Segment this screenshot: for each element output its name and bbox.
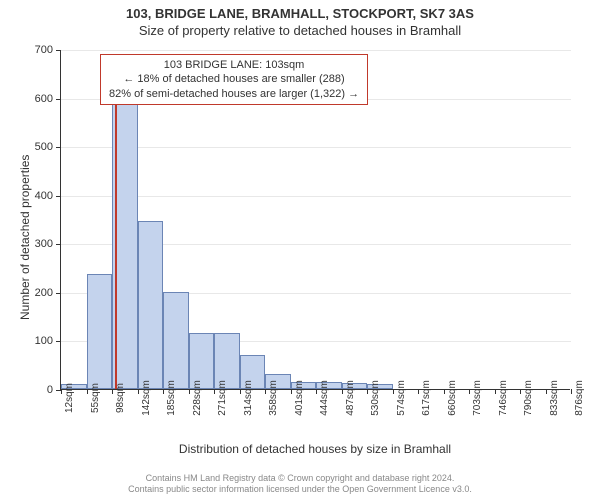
page-subtitle: Size of property relative to detached ho…: [0, 21, 600, 38]
xtick-label: 444sqm: [319, 380, 330, 416]
xtick-label: 98sqm: [115, 383, 126, 413]
x-axis-label: Distribution of detached houses by size …: [60, 442, 570, 456]
y-axis-label: Number of detached properties: [18, 155, 32, 320]
ytick-mark: [56, 341, 61, 342]
xtick-label: 271sqm: [217, 380, 228, 416]
ytick-label: 100: [13, 335, 53, 347]
ytick-mark: [56, 244, 61, 245]
xtick-label: 790sqm: [523, 380, 534, 416]
annotation-line2: ← 18% of detached houses are smaller (28…: [109, 72, 359, 86]
xtick-mark: [571, 389, 572, 394]
gridline: [61, 196, 571, 197]
xtick-mark: [418, 389, 419, 394]
ytick-mark: [56, 50, 61, 51]
xtick-mark: [316, 389, 317, 394]
xtick-mark: [291, 389, 292, 394]
xtick-mark: [87, 389, 88, 394]
xtick-label: 142sqm: [141, 380, 152, 416]
xtick-label: 530sqm: [370, 380, 381, 416]
xtick-label: 617sqm: [421, 380, 432, 416]
property-marker-line: [115, 83, 117, 389]
gridline: [61, 50, 571, 51]
xtick-mark: [469, 389, 470, 394]
page-title: 103, BRIDGE LANE, BRAMHALL, STOCKPORT, S…: [0, 0, 600, 21]
xtick-mark: [342, 389, 343, 394]
annotation-line3: 82% of semi-detached houses are larger (…: [109, 87, 359, 101]
xtick-label: 314sqm: [243, 380, 254, 416]
ytick-label: 700: [13, 44, 53, 56]
ytick-mark: [56, 196, 61, 197]
xtick-label: 876sqm: [574, 380, 585, 416]
xtick-label: 12sqm: [64, 383, 75, 413]
footer: Contains HM Land Registry data © Crown c…: [0, 473, 600, 496]
ytick-label: 0: [13, 384, 53, 396]
ytick-label: 600: [13, 93, 53, 105]
ytick-mark: [56, 293, 61, 294]
footer-line2: Contains public sector information licen…: [0, 484, 600, 496]
gridline: [61, 147, 571, 148]
xtick-label: 358sqm: [268, 380, 279, 416]
xtick-mark: [138, 389, 139, 394]
xtick-label: 574sqm: [396, 380, 407, 416]
xtick-label: 228sqm: [192, 380, 203, 416]
xtick-label: 487sqm: [345, 380, 356, 416]
ytick-mark: [56, 147, 61, 148]
xtick-mark: [393, 389, 394, 394]
xtick-mark: [444, 389, 445, 394]
xtick-label: 660sqm: [447, 380, 458, 416]
xtick-mark: [240, 389, 241, 394]
xtick-mark: [214, 389, 215, 394]
annotation-line1: 103 BRIDGE LANE: 103sqm: [109, 58, 359, 72]
xtick-mark: [367, 389, 368, 394]
xtick-label: 55sqm: [90, 383, 101, 413]
ytick-mark: [56, 99, 61, 100]
histogram-bar: [138, 221, 164, 389]
xtick-label: 185sqm: [166, 380, 177, 416]
xtick-mark: [265, 389, 266, 394]
xtick-mark: [520, 389, 521, 394]
xtick-label: 833sqm: [549, 380, 560, 416]
xtick-mark: [546, 389, 547, 394]
chart-container: 103, BRIDGE LANE, BRAMHALL, STOCKPORT, S…: [0, 0, 600, 500]
annotation-box: 103 BRIDGE LANE: 103sqm ← 18% of detache…: [100, 54, 368, 105]
xtick-label: 401sqm: [294, 380, 305, 416]
xtick-mark: [495, 389, 496, 394]
histogram-bar: [87, 274, 113, 389]
xtick-mark: [189, 389, 190, 394]
footer-line1: Contains HM Land Registry data © Crown c…: [0, 473, 600, 485]
xtick-mark: [61, 389, 62, 394]
xtick-label: 746sqm: [498, 380, 509, 416]
xtick-mark: [112, 389, 113, 394]
xtick-mark: [163, 389, 164, 394]
histogram-bar: [163, 292, 189, 389]
ytick-label: 500: [13, 141, 53, 153]
xtick-label: 703sqm: [472, 380, 483, 416]
